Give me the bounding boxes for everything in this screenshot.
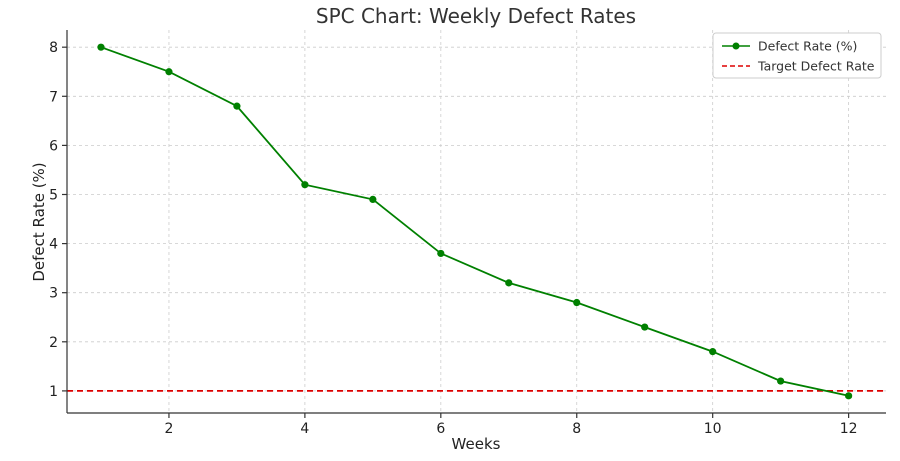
x-axis-label: Weeks — [452, 435, 501, 453]
data-point — [97, 43, 105, 51]
y-tick-label: 1 — [49, 384, 58, 400]
y-tick-label: 7 — [49, 89, 58, 105]
legend: Defect Rate (%) Target Defect Rate — [712, 32, 882, 79]
data-point — [505, 279, 513, 287]
data-point — [233, 102, 241, 110]
x-tick-label: 8 — [572, 421, 581, 437]
y-tick-label: 2 — [49, 335, 58, 351]
chart-title: SPC Chart: Weekly Defect Rates — [316, 4, 636, 28]
data-point — [165, 68, 173, 76]
x-tick-label: 4 — [300, 421, 309, 437]
y-tick-label: 4 — [49, 237, 58, 253]
x-tick-label: 2 — [164, 421, 173, 437]
data-point — [437, 249, 445, 258]
series — [97, 43, 853, 400]
data-point — [777, 377, 785, 385]
x-tick-label: 6 — [436, 421, 445, 437]
y-axis-label: Defect Rate (%) — [30, 162, 48, 281]
legend-box — [712, 32, 882, 79]
defect-rate-line — [100, 46, 849, 397]
y-tick-label: 3 — [49, 286, 58, 302]
grid — [67, 30, 886, 413]
axes — [62, 30, 886, 418]
data-point — [845, 392, 853, 400]
y-tick-label: 6 — [49, 138, 58, 154]
x-tick-label: 12 — [840, 421, 858, 437]
data-point — [709, 348, 717, 356]
data-point — [573, 298, 581, 307]
y-tick-label: 5 — [49, 187, 58, 203]
data-point — [641, 323, 649, 331]
legend-series-label: Defect Rate (%) — [758, 39, 857, 54]
legend-target-label: Target Defect Rate — [757, 59, 875, 74]
y-tick-label: 8 — [49, 40, 58, 56]
x-tick-label: 10 — [704, 421, 722, 437]
data-point — [301, 181, 309, 189]
legend-series-marker — [732, 42, 740, 50]
data-point — [369, 195, 377, 204]
